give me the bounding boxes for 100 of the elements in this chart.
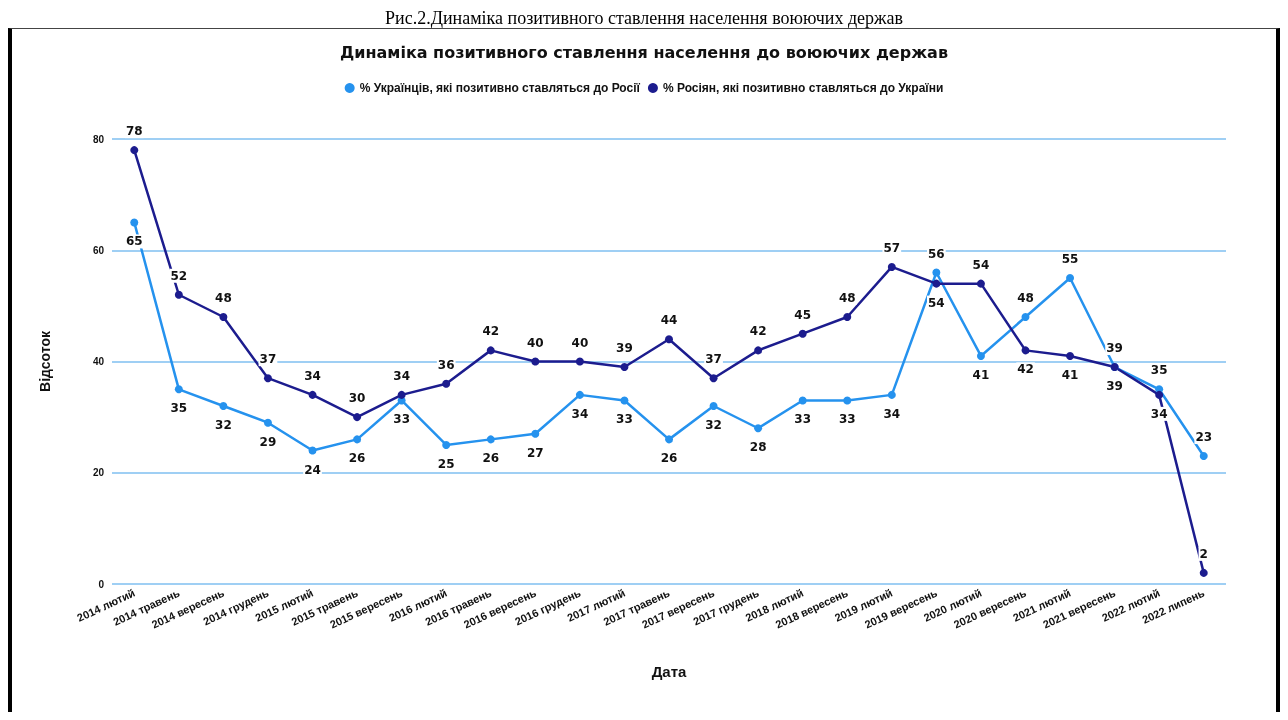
- data-label: 34: [883, 406, 901, 421]
- point: [308, 390, 317, 399]
- point: [976, 351, 985, 360]
- point: [709, 402, 718, 410]
- point: [843, 396, 852, 405]
- point: [486, 346, 495, 355]
- data-label: 23: [1195, 430, 1213, 445]
- data-label: 78: [125, 124, 143, 139]
- data-label: 56: [928, 246, 945, 261]
- data-label: 34: [393, 368, 410, 383]
- data-label: 35: [170, 401, 188, 416]
- data-label: 48: [215, 291, 232, 305]
- data-label: 25: [437, 456, 455, 471]
- data-label: 24: [304, 462, 321, 477]
- data-label: 33: [794, 412, 812, 427]
- point: [575, 390, 584, 399]
- point: [976, 279, 985, 288]
- text: Рис.2.Динаміка позитивного ставлення населення воюючих держав: [384, 8, 904, 28]
- point: [932, 279, 941, 288]
- point: [442, 440, 451, 449]
- data-label: 30: [348, 391, 366, 406]
- data-label: 57: [883, 240, 901, 255]
- point: [709, 374, 718, 383]
- point: [665, 435, 673, 444]
- point: [531, 357, 540, 366]
- data-label: 48: [1017, 291, 1034, 305]
- point: [843, 313, 852, 321]
- point: [486, 435, 495, 444]
- data-label: 2: [1199, 546, 1208, 561]
- data-label: 37: [259, 352, 277, 367]
- y-tick-label: 20: [92, 467, 105, 479]
- point: [263, 418, 272, 427]
- point: [308, 446, 317, 455]
- data-label: 34: [304, 368, 321, 383]
- point: [754, 346, 763, 355]
- data-label: 45: [794, 307, 812, 322]
- y-tick-label: 80: [92, 133, 105, 145]
- data-label: 33: [838, 412, 856, 427]
- point: [1021, 346, 1030, 355]
- point: [932, 268, 941, 277]
- point: [353, 413, 362, 422]
- legend-label: % Українців, які позитивно ставляться до Росії: [359, 81, 641, 95]
- data-label: 36: [437, 357, 455, 372]
- point: [1155, 390, 1164, 399]
- point: [575, 357, 584, 366]
- data-label: 65: [125, 234, 143, 249]
- data-label: 42: [482, 324, 500, 339]
- chart-title: Динаміка позитивного ставлення населення до воюючих держав: [339, 42, 949, 62]
- point: [1066, 274, 1075, 283]
- point: [1021, 313, 1030, 321]
- data-label: 26: [482, 451, 500, 466]
- data-label: 26: [660, 451, 678, 466]
- legend-label: % Росіян, які позитивно ставляться до України: [662, 81, 944, 95]
- data-label: 54: [972, 257, 990, 272]
- data-label: 29: [259, 434, 277, 449]
- data-label: 33: [616, 412, 633, 427]
- data-label: 35: [1150, 363, 1168, 378]
- data-label: 39: [1106, 379, 1123, 394]
- point: [798, 396, 807, 405]
- data-label: 41: [1061, 367, 1079, 382]
- point: [130, 146, 139, 155]
- point: [353, 435, 362, 444]
- x-axis-title: Дата: [651, 663, 688, 680]
- point: [754, 424, 763, 433]
- data-label: 32: [705, 418, 722, 432]
- data-label: 28: [749, 440, 767, 455]
- point: [887, 262, 896, 271]
- data-label: 52: [170, 268, 188, 283]
- point: [531, 429, 540, 438]
- data-label: 39: [1106, 341, 1123, 356]
- point: [219, 313, 228, 321]
- data-label: 55: [1061, 252, 1079, 267]
- point: [174, 290, 183, 299]
- data-label: 41: [972, 367, 990, 382]
- point: [130, 218, 139, 227]
- data-label: 48: [838, 291, 856, 305]
- data-label: 42: [1017, 362, 1034, 377]
- point: [798, 329, 807, 338]
- y-axis-title: Відсоток: [37, 330, 53, 392]
- y-tick-label: 60: [92, 244, 105, 256]
- point: [665, 335, 673, 344]
- data-label: 37: [705, 352, 722, 367]
- data-label: 26: [348, 451, 366, 466]
- y-tick-label: 0: [98, 578, 105, 590]
- data-label: 42: [749, 324, 767, 339]
- point: [1199, 568, 1208, 577]
- data-label: 39: [616, 341, 633, 356]
- point: [397, 390, 406, 399]
- data-label: 34: [571, 406, 589, 421]
- point: [1066, 351, 1075, 360]
- point: [620, 396, 629, 405]
- point: [887, 390, 896, 399]
- data-label: 33: [393, 412, 410, 427]
- data-label: 54: [928, 295, 945, 310]
- point: [620, 363, 629, 372]
- point: [219, 402, 228, 410]
- point: [442, 379, 451, 388]
- data-label: 34: [1150, 406, 1168, 421]
- point: [1199, 452, 1208, 461]
- data-label: 32: [215, 418, 232, 432]
